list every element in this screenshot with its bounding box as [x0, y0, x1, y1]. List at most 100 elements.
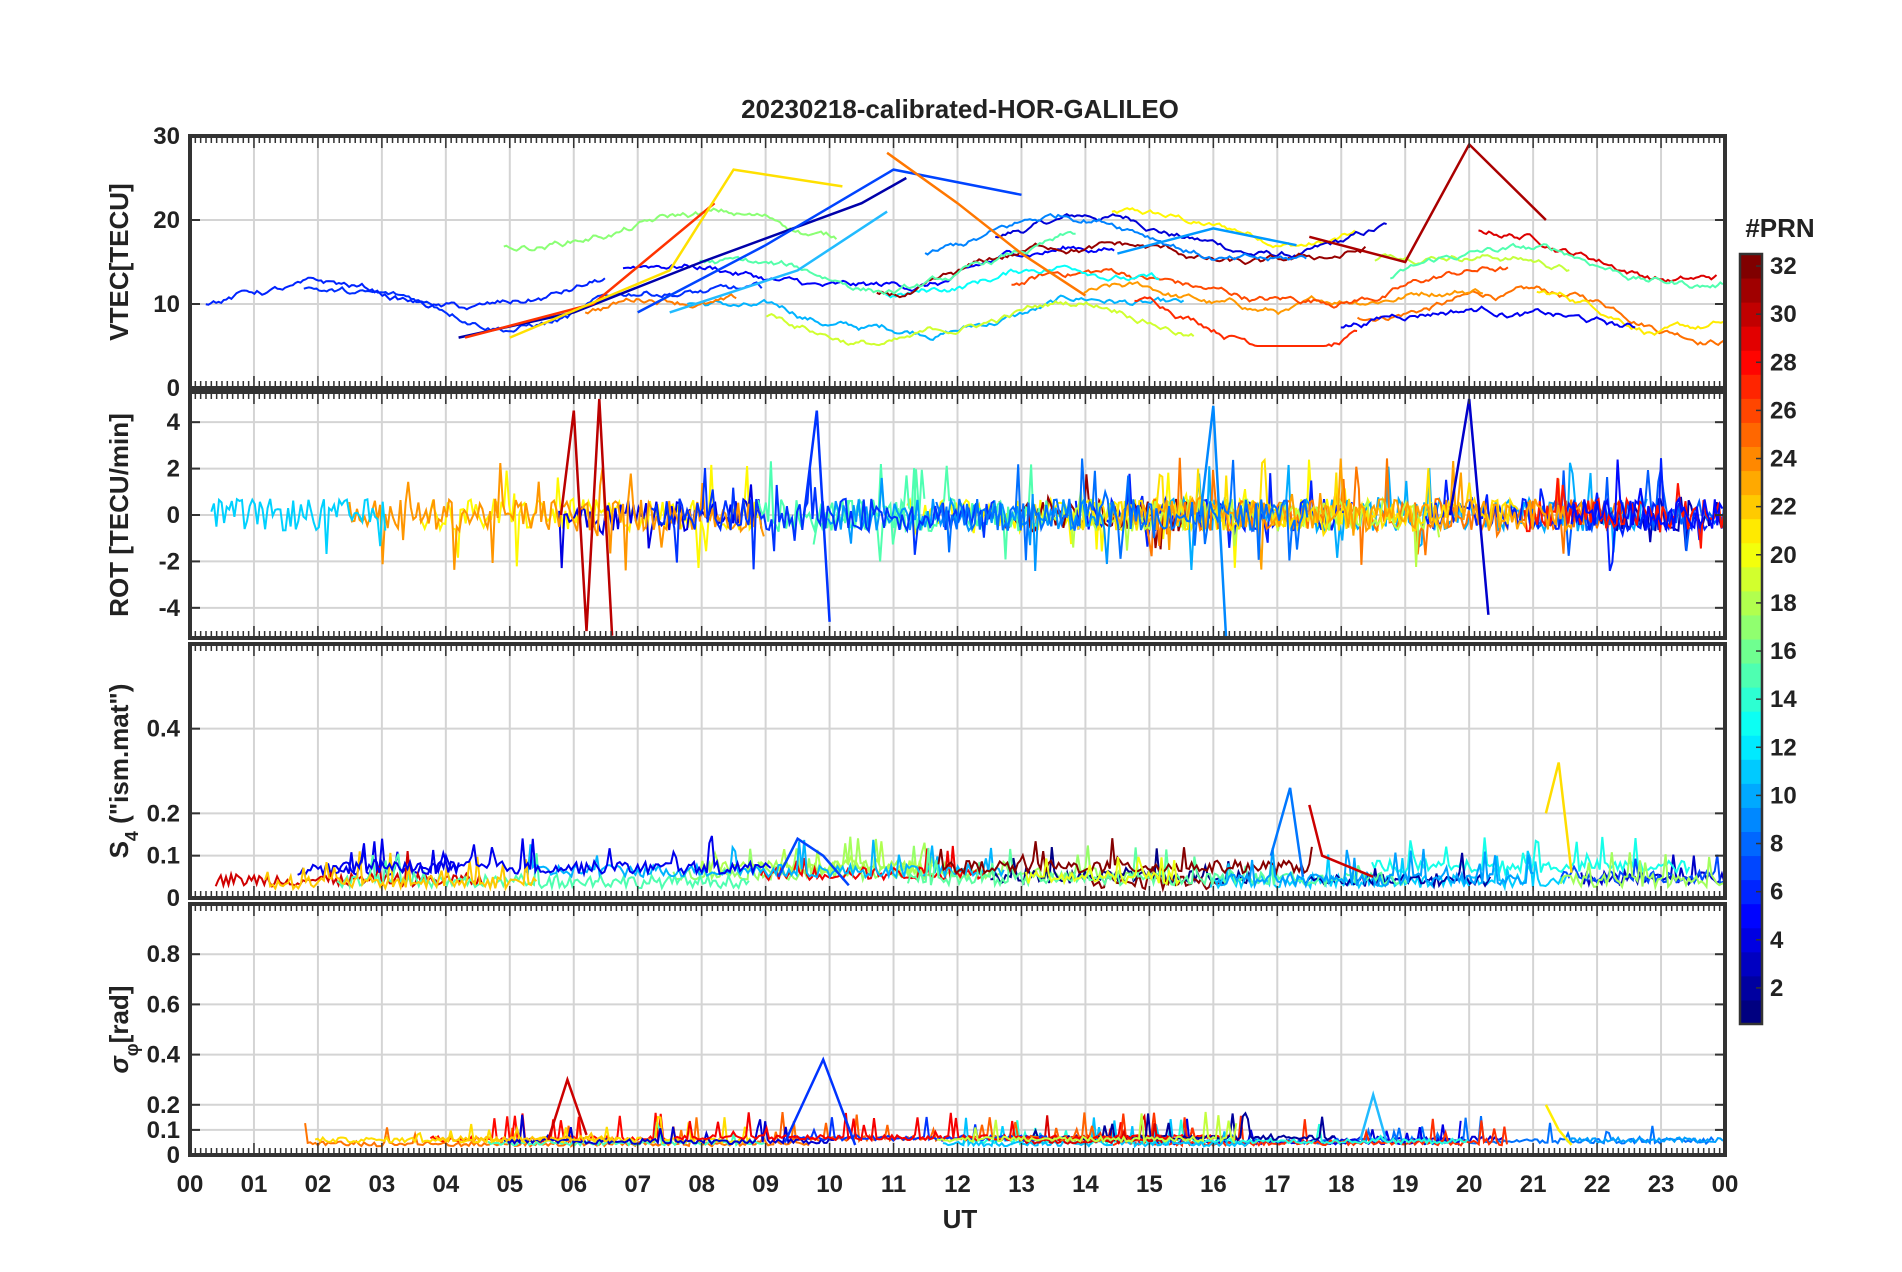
colorbar-segment	[1740, 446, 1762, 472]
background-trace	[1215, 847, 1534, 890]
background-trace	[924, 212, 1307, 262]
x-tick-labels: 00 01 02 03 04 05 06 07 08 09 10 11 12 13 14 15 16 17 18 19…	[177, 1171, 1739, 1198]
colorbar-tick-label: 30	[1770, 301, 1797, 328]
x-tick-label: 13	[1008, 1171, 1035, 1198]
colorbar-tick-label: 8	[1770, 831, 1783, 858]
colorbar-tick-label: 32	[1770, 253, 1797, 280]
x-tick-label: 11	[881, 1171, 906, 1198]
x-tick-label: 20	[1456, 1171, 1483, 1198]
x-tick-label: 00	[177, 1171, 204, 1198]
series-prn-5	[783, 1056, 857, 1146]
colorbar-segment	[1740, 350, 1762, 375]
series-prn-5	[802, 410, 831, 622]
background-trace	[1111, 207, 1356, 249]
background-trace	[1559, 852, 1725, 891]
background-trace	[622, 245, 1115, 293]
x-tick-label: 12	[944, 1171, 971, 1198]
y-tick-label: 0.1	[147, 843, 180, 870]
y-tick-label: 10	[153, 291, 180, 318]
series-prn-20	[1544, 762, 1573, 873]
y-tick-label: 0.6	[147, 991, 180, 1018]
x-axis-label: UT	[943, 1204, 978, 1234]
background-trace	[1389, 242, 1724, 289]
background-trace	[1536, 290, 1724, 336]
series-prn-3	[458, 176, 907, 339]
colorbar-segment	[1740, 927, 1762, 953]
y-label-main: S	[104, 841, 134, 858]
colorbar-tick-label: 2	[1770, 975, 1783, 1002]
x-tick-label: 22	[1584, 1171, 1611, 1198]
colorbar-segment	[1740, 783, 1762, 808]
colorbar-segment	[1740, 518, 1762, 544]
colorbar-tick-label: 28	[1770, 349, 1797, 376]
x-tick-label: 10	[816, 1171, 843, 1198]
y-tick-label: 0	[167, 502, 180, 529]
colorbar-segment	[1740, 566, 1762, 592]
y-label-main: σ	[104, 1054, 134, 1073]
colorbar-tick-label: 26	[1770, 397, 1797, 424]
colorbar-tick-label: 18	[1770, 590, 1797, 617]
colorbar-segment	[1740, 975, 1762, 1001]
colorbar-segment	[1740, 831, 1762, 857]
y-label-rest: ("ism.mat")	[104, 684, 134, 831]
background-trace	[1024, 856, 1181, 887]
background-trace	[687, 294, 1185, 341]
colorbar-segment	[1740, 590, 1762, 616]
x-tick-label: 00	[1712, 1171, 1739, 1198]
y-axis-label-rot: ROT [TECU/min]	[104, 413, 134, 617]
x-tick-label: 05	[496, 1171, 523, 1198]
colorbar-segment	[1740, 374, 1762, 399]
series-prn-21	[509, 168, 843, 339]
background-trace	[876, 241, 1367, 299]
background-trace	[418, 464, 759, 569]
colorbar-tick-label: 14	[1770, 686, 1797, 713]
background-trace	[765, 299, 1195, 347]
background-trace	[1340, 305, 1636, 329]
background-trace	[1305, 852, 1492, 890]
panel-vtec: 0 10 20 30 VTEC[TECU]	[104, 123, 1727, 402]
background-trace	[936, 1111, 1238, 1145]
y-tick-label: 0	[167, 1142, 180, 1169]
x-tick-label: 14	[1072, 1171, 1099, 1198]
series-prn-9	[1199, 405, 1228, 639]
colorbar-segment	[1740, 807, 1762, 832]
background-trace	[205, 276, 606, 311]
colorbar-tick-label: 6	[1770, 879, 1783, 906]
background-trace	[348, 463, 765, 571]
background-trace	[1356, 285, 1724, 347]
colorbar-segment	[1740, 542, 1762, 568]
y-tick-label: -2	[159, 548, 180, 575]
y-tick-label: 0.2	[147, 800, 180, 827]
y-tick-label: 0.8	[147, 941, 180, 968]
background-trace	[1134, 296, 1358, 348]
y-axis-label-vtec: VTEC[TECU]	[104, 183, 134, 340]
x-tick-label: 18	[1328, 1171, 1355, 1198]
background-trace	[994, 213, 1387, 259]
background-trace	[210, 497, 387, 555]
y-axis-label-s4: S4 ("ism.mat")	[104, 684, 142, 859]
y-tick-label: 2	[167, 456, 180, 483]
colorbar-segment	[1740, 278, 1762, 303]
colorbar-segment	[1740, 711, 1762, 736]
series-prn-31	[1308, 804, 1374, 878]
y-axis-label-sigma: σφ[rad]	[104, 986, 142, 1074]
series-prn-31	[559, 398, 614, 636]
x-tick-label: 23	[1648, 1171, 1675, 1198]
x-tick-label: 08	[688, 1171, 715, 1198]
x-tick-label: 02	[305, 1171, 332, 1198]
y-label-sub: φ	[122, 1043, 142, 1056]
x-tick-label: 07	[624, 1171, 651, 1198]
background-trace	[1478, 229, 1718, 283]
background-trace	[935, 458, 1309, 561]
colorbar-tick-label: 24	[1770, 446, 1797, 473]
colorbar-segment	[1740, 903, 1762, 929]
colorbar-title: #PRN	[1745, 213, 1814, 243]
panel-sigma: 00.10.20.40.60.8σφ[rad]	[104, 902, 1727, 1169]
background-trace	[937, 838, 1313, 877]
panel-rot: -4 -2 0 2 4 ROT [TECU/min]	[104, 390, 1727, 640]
background-trace	[434, 1124, 618, 1143]
series-prn-11	[1359, 1090, 1388, 1141]
x-tick-label: 06	[560, 1171, 587, 1198]
colorbar-segment	[1740, 614, 1762, 640]
